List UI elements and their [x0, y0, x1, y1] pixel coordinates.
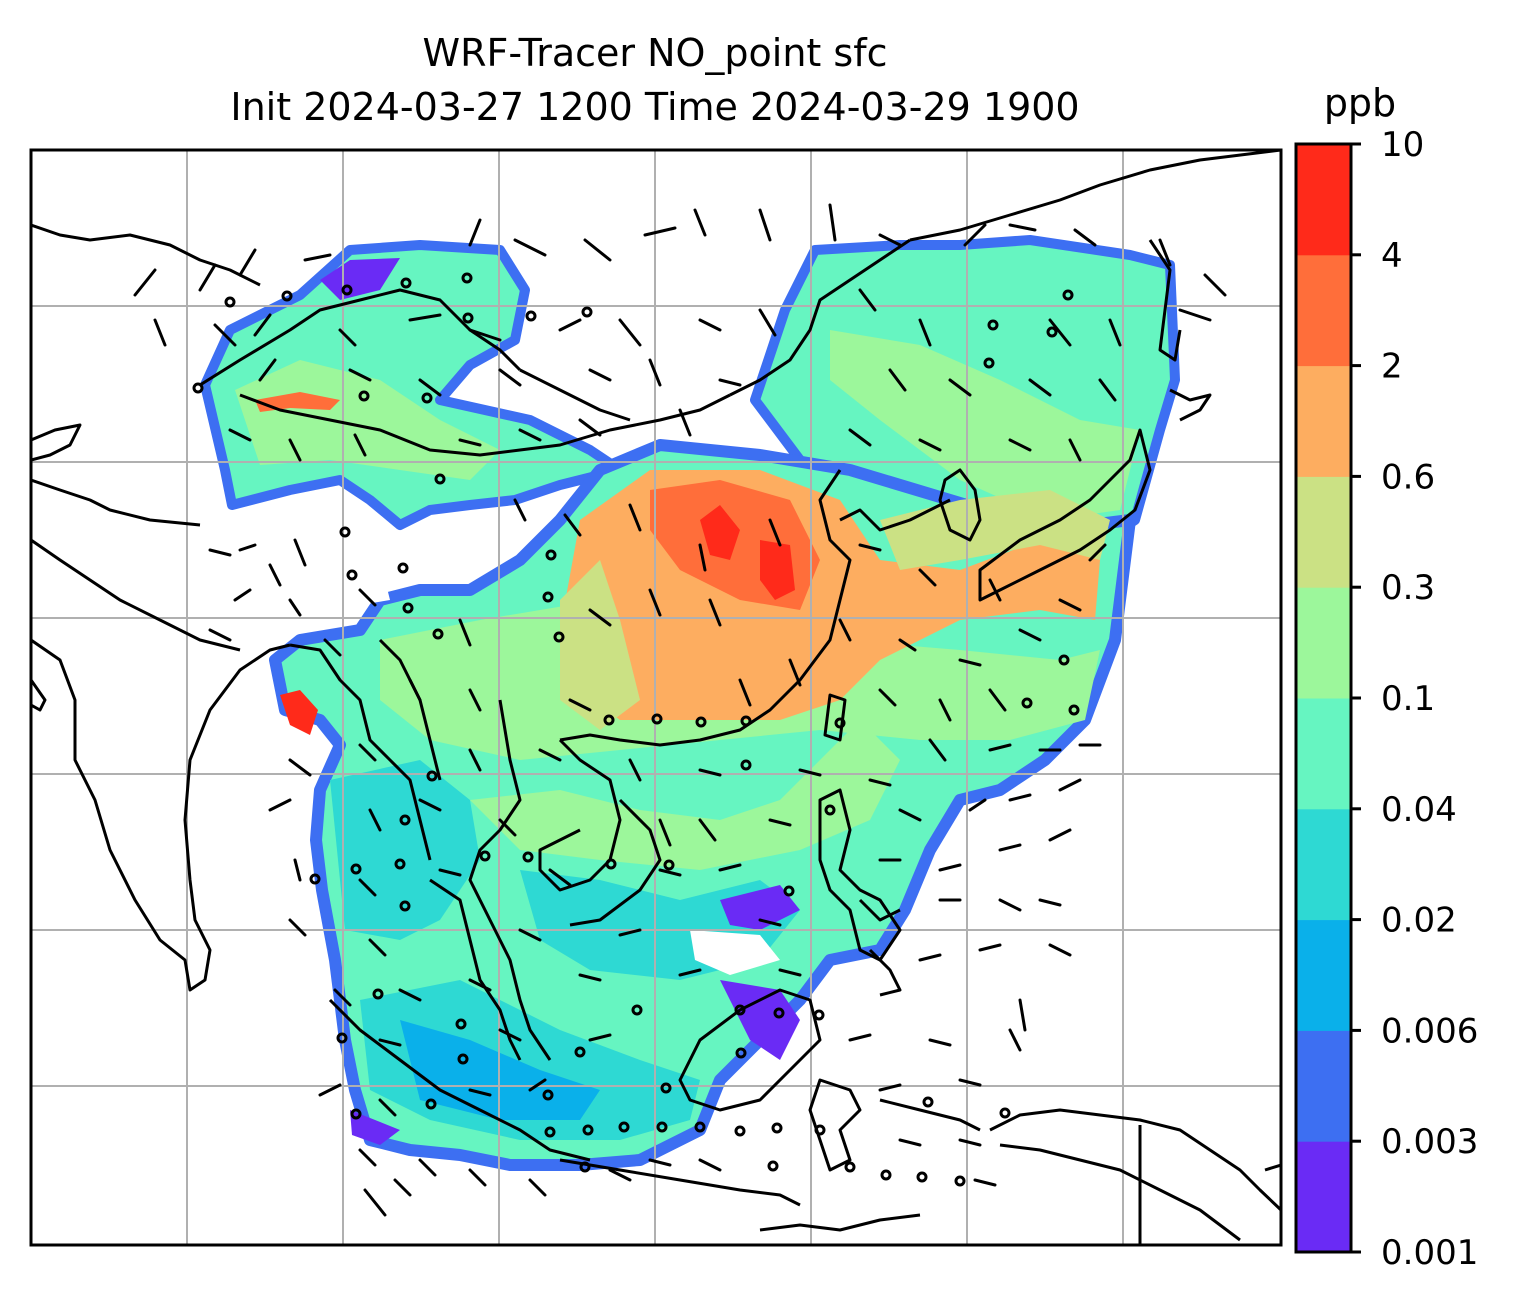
map-title-line-1: WRF-Tracer NO_point sfc [422, 31, 888, 75]
colorbar-tick-label: 10 [1381, 125, 1424, 165]
colorbar-tick-label: 0.003 [1381, 1122, 1478, 1162]
map-title-line-2: Init 2024-03-27 1200 Time 2024-03-29 190… [230, 85, 1080, 129]
colorbar-tick-label: 0.001 [1381, 1233, 1478, 1273]
colorbar-tick-label: 0.006 [1381, 1011, 1478, 1051]
colorbar-swatch [1296, 365, 1351, 477]
coastline-philippines [818, 788, 902, 962]
colorbar-swatch [1296, 698, 1351, 810]
colorbar-swatch [1296, 476, 1351, 588]
colorbar-tick-label: 0.02 [1381, 901, 1457, 941]
colorbar-unit-label: ppb [1323, 81, 1397, 125]
colorbar-swatch [1296, 1141, 1351, 1253]
coastline-taiwan [823, 693, 847, 742]
colorbar-tick-label: 0.6 [1381, 457, 1435, 497]
map-gridlines [31, 150, 1281, 1245]
coastline-korea [938, 468, 982, 542]
coastline-india [31, 638, 291, 992]
colorbar-swatch [1296, 808, 1351, 921]
colorbar-swatch [1296, 1030, 1351, 1142]
colorbar-tick-label: 2 [1381, 347, 1403, 387]
colorbar-swatches [1296, 144, 1351, 1253]
coastlines [31, 150, 1281, 1245]
colorbar-tick-label: 0.04 [1381, 790, 1457, 830]
colorbar-swatch [1296, 144, 1351, 256]
colorbar-swatch [1296, 587, 1351, 699]
concentration-field [200, 235, 1180, 1171]
coastline-japan [978, 428, 1152, 602]
colorbar-tick-label: 4 [1381, 236, 1403, 276]
colorbar-tick-label: 0.3 [1381, 568, 1435, 608]
coastline-java [559, 1158, 801, 1207]
calm-wind-markers [192, 272, 1080, 1187]
colorbar-tick-label: 0.1 [1381, 679, 1435, 719]
colorbar-swatch [1296, 919, 1351, 1031]
coastline-borneo [678, 988, 822, 1112]
wind-barbs [133, 203, 1227, 1217]
coastline-indochina [468, 699, 552, 1061]
map-frame [29, 148, 1283, 1247]
colorbar-swatch [1296, 254, 1351, 367]
colorbar-ticks: 0.001 0.003 0.006 0.02 0.04 0.1 0.3 0.6 2 4 10 [1351, 125, 1478, 1273]
coastline-sumatra [328, 998, 591, 1162]
coastline-new-guinea [989, 1108, 1281, 1212]
